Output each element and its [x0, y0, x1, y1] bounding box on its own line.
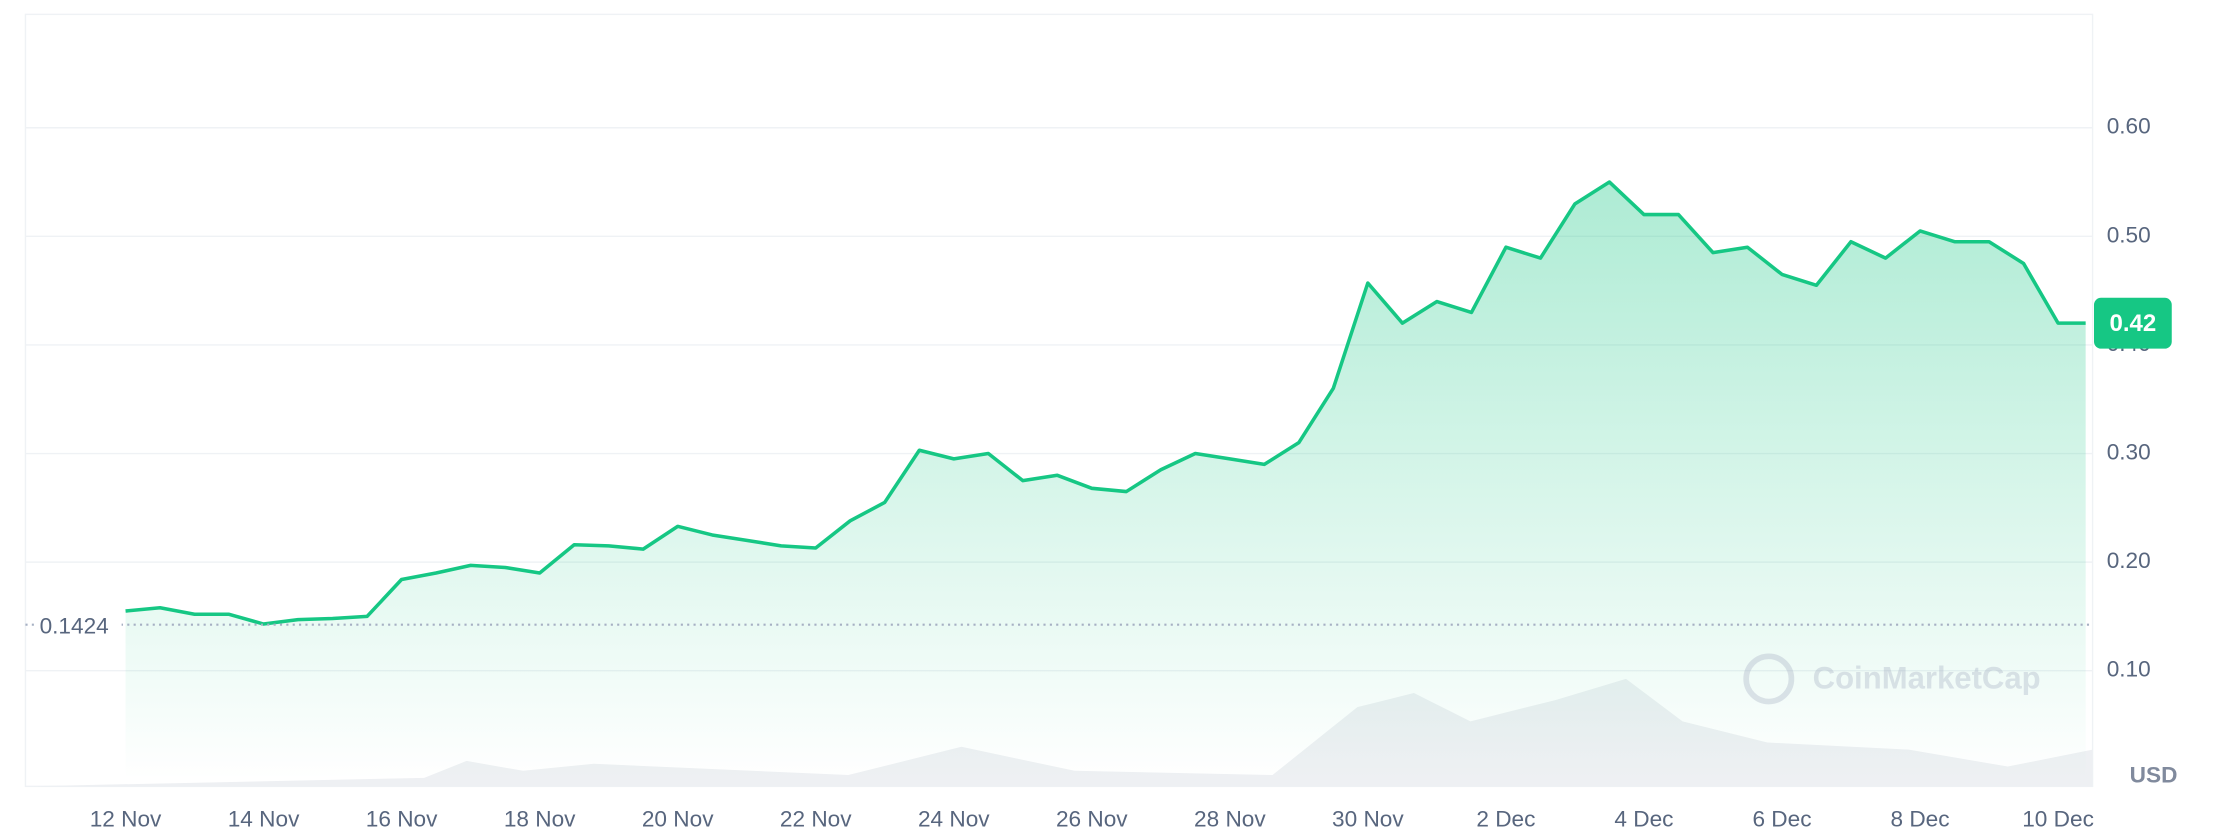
- current-price-label: 0.42: [2109, 310, 2156, 337]
- x-tick-label: 8 Dec: [1890, 806, 1949, 829]
- current-price-badge: [2093, 297, 2172, 349]
- x-tick-label: 28 Nov: [1194, 806, 1266, 829]
- x-tick-label: 2 Dec: [1476, 806, 1535, 829]
- y-tick-label: 0.60: [2107, 114, 2151, 139]
- y-tick-label: 0.20: [2107, 548, 2151, 573]
- price-area: [125, 182, 2086, 780]
- price-line: [125, 180, 2086, 626]
- unit-label: USD: [2130, 762, 2178, 787]
- x-tick-label: 26 Nov: [1056, 806, 1128, 829]
- x-tick-label: 12 Nov: [90, 806, 162, 829]
- x-tick-label: 6 Dec: [1752, 806, 1811, 829]
- reference-label: 0.1424: [40, 613, 109, 638]
- x-tick-label: 20 Nov: [642, 806, 714, 829]
- y-tick-label: 0.30: [2107, 439, 2151, 464]
- watermark: CoinMarketCap: [1743, 653, 2041, 705]
- x-tick-label: 22 Nov: [780, 806, 852, 829]
- x-tick-label: 16 Nov: [366, 806, 438, 829]
- x-tick-label: 14 Nov: [228, 806, 300, 829]
- watermark-text: CoinMarketCap: [1813, 661, 2041, 696]
- y-tick-label: 0.50: [2107, 222, 2151, 247]
- y-tick-label: 0.10: [2107, 657, 2151, 682]
- x-tick-label: 4 Dec: [1614, 806, 1673, 829]
- x-tick-label: 24 Nov: [918, 806, 990, 829]
- reference-label-bg: [33, 611, 122, 638]
- x-tick-label: 30 Nov: [1332, 806, 1404, 829]
- x-tick-label: 10 Dec: [2022, 806, 2094, 829]
- x-tick-label: 18 Nov: [504, 806, 576, 829]
